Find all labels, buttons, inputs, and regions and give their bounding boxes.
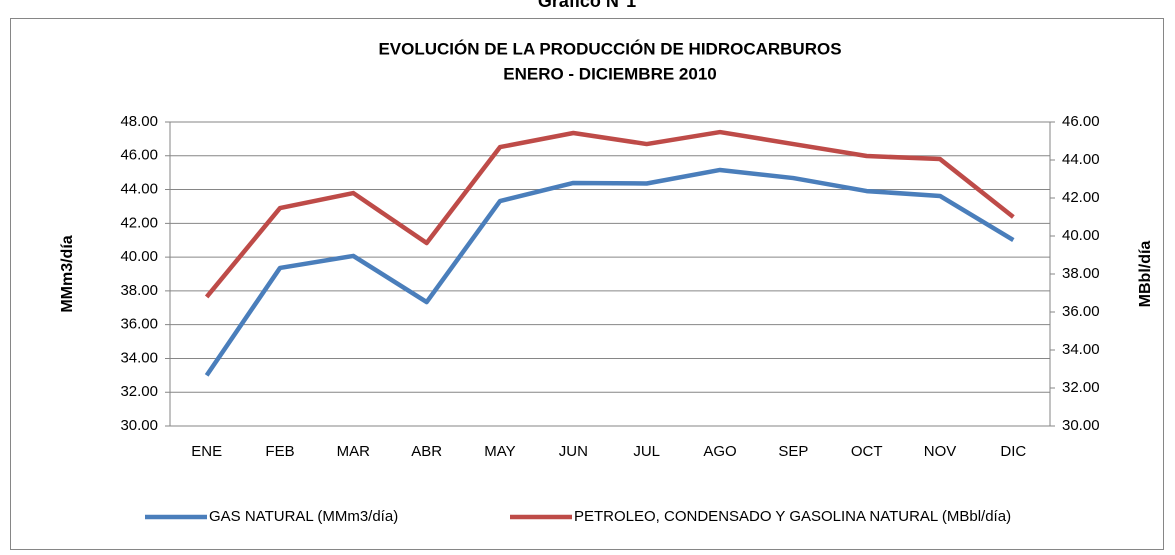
series-line [204,167,1015,377]
y2-tick-label: 34.00 [1062,341,1100,358]
heading: Gráfico N°1 [538,0,636,11]
y-tick-label: 48.00 [120,113,158,130]
x-tick-label: JUN [559,443,588,460]
y-tick-label: 36.00 [120,316,158,333]
y2-tick-label: 44.00 [1062,151,1100,168]
y-tick-label: 38.00 [120,282,158,299]
y2-tick-label: 38.00 [1062,265,1100,282]
x-tick-label: MAY [484,443,515,460]
y2-tick-label: 42.00 [1062,189,1100,206]
y2-tick-label: 46.00 [1062,113,1100,130]
chart-subtitle: ENERO - DICIEMBRE 2010 [503,64,717,83]
x-tick-label: OCT [851,443,883,460]
chart-title: EVOLUCIÓN DE LA PRODUCCIÓN DE HIDROCARBU… [378,39,841,58]
y-tick-label: 32.00 [120,383,158,400]
y2-tick-label: 40.00 [1062,227,1100,244]
y-tick-label: 34.00 [120,349,158,366]
x-tick-label: JUL [633,443,660,460]
y2-axis-label: MBbl/día [1137,241,1154,308]
y-tick-label: 46.00 [120,147,158,164]
x-tick-label: DIC [1000,443,1026,460]
y-tick-label: 30.00 [120,417,158,434]
x-tick-label: AGO [703,443,736,460]
x-tick-label: SEP [778,443,808,460]
y-tick-label: 42.00 [120,214,158,231]
chart-border [10,18,1164,550]
y-axis-label: MMm3/día [59,235,76,312]
y2-tick-label: 32.00 [1062,379,1100,396]
y-tick-label: 44.00 [120,181,158,198]
y-tick-label: 40.00 [120,248,158,265]
y2-tick-label: 36.00 [1062,303,1100,320]
y2-tick-label: 30.00 [1062,417,1100,434]
x-tick-label: NOV [924,443,957,460]
series-line [204,129,1015,299]
legend-label: GAS NATURAL (MMm3/día) [209,508,398,525]
x-tick-label: ENE [191,443,222,460]
x-tick-label: FEB [265,443,294,460]
x-tick-label: MAR [337,443,371,460]
x-tick-label: ABR [411,443,442,460]
legend-label: PETROLEO, CONDENSADO Y GASOLINA NATURAL … [574,508,1011,525]
